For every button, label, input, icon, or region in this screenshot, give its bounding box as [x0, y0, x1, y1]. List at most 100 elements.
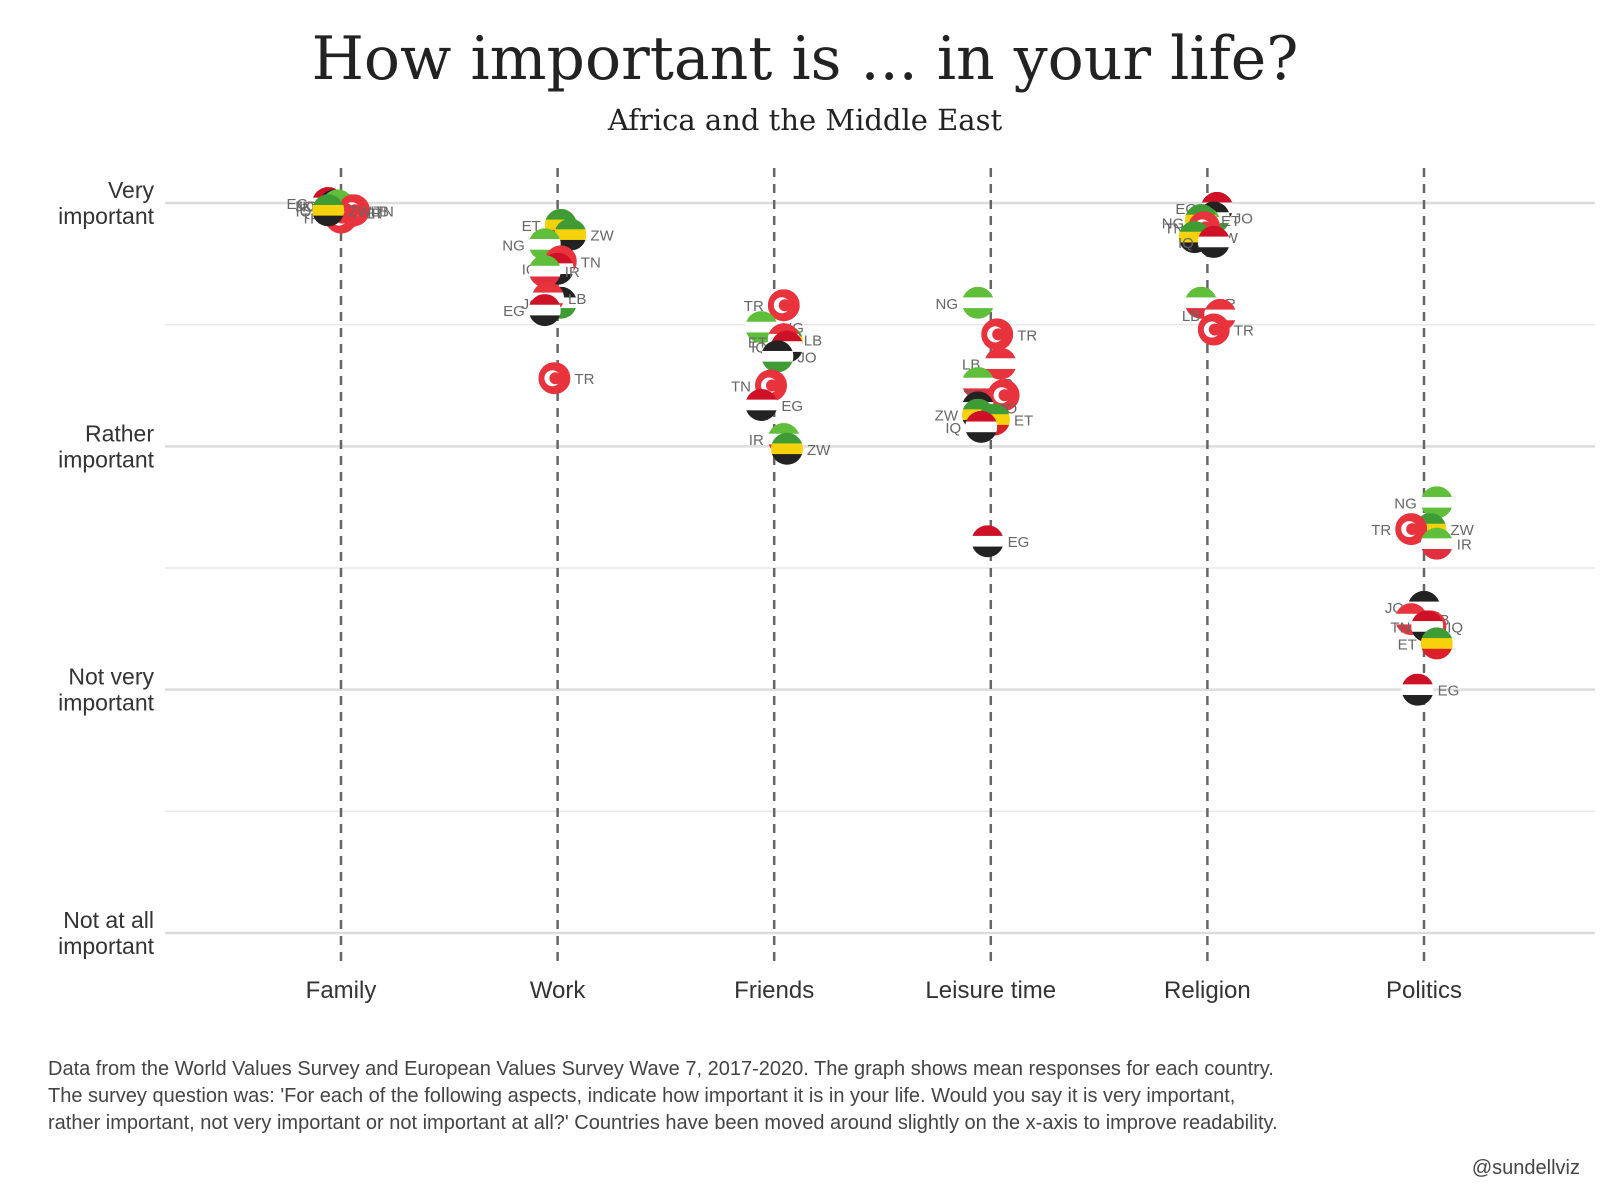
flag-band	[1197, 247, 1230, 258]
data-point: TR	[744, 289, 800, 322]
flag-band	[1204, 298, 1237, 311]
country-label: NG	[1162, 215, 1185, 232]
flag-band	[1185, 204, 1217, 216]
flag-band	[962, 377, 994, 389]
country-label: EG	[1008, 534, 1030, 551]
country-label: TR	[1234, 323, 1254, 340]
flag-band	[1178, 231, 1211, 243]
flag-crescent-cut	[766, 379, 778, 392]
flag-band	[1197, 225, 1230, 238]
flag-band	[554, 239, 587, 251]
flag-band	[745, 311, 778, 323]
flag-band	[767, 323, 800, 335]
data-point: ET	[1398, 627, 1453, 660]
country-label: EG	[503, 303, 525, 320]
flag-band	[771, 432, 803, 444]
country-label: ZW	[590, 228, 614, 245]
flag-band	[1197, 236, 1230, 248]
flag-band	[554, 229, 587, 241]
data-point: EG	[971, 525, 1030, 558]
flag-band	[987, 379, 1020, 391]
flag-band	[312, 215, 345, 227]
flag-band	[538, 383, 571, 395]
flag-band	[962, 308, 994, 319]
chart-subtitle: Africa and the Middle East	[607, 103, 1003, 137]
y-tick-label: Not very important	[58, 664, 154, 716]
country-label: TN	[731, 379, 751, 396]
flag-band	[312, 204, 345, 217]
country-label: LB	[804, 332, 822, 349]
country-label: IR	[367, 206, 382, 223]
country-label: ZW	[935, 408, 959, 425]
x-axis: Family Work Friends Leisure time Religion Pol…	[306, 977, 1462, 1004]
x-tick-label: Politics	[1386, 977, 1462, 1004]
country-label: JO	[295, 198, 314, 215]
grid-layer	[165, 201, 1595, 935]
caption-line: rather important, not very important or …	[48, 1112, 1278, 1134]
chart-caption: Data from the World Values Survey and Eu…	[48, 1056, 1528, 1137]
y-tick-label: Rather important	[58, 420, 154, 472]
flag-band	[1420, 638, 1453, 650]
flag-band	[745, 321, 778, 333]
flag-band	[745, 410, 778, 421]
flag-band	[528, 304, 561, 316]
flag-band	[1185, 308, 1217, 319]
data-point: TR	[538, 362, 595, 395]
country-label: IQ	[945, 420, 961, 437]
country-label: IR	[749, 432, 764, 449]
flag-band	[965, 410, 998, 423]
country-label: NG	[502, 237, 525, 254]
flag-band	[761, 350, 794, 363]
country-label: IQ	[296, 203, 312, 220]
flag-band	[1408, 601, 1440, 613]
flag-band	[1420, 486, 1453, 498]
data-point: IR	[1420, 527, 1472, 560]
data-point: IQ	[1178, 225, 1230, 258]
flag-crescent-cut	[992, 328, 1005, 341]
flag-band	[528, 265, 561, 277]
flag-band	[761, 361, 794, 373]
flag-band	[538, 362, 571, 374]
country-label: IR	[1457, 537, 1472, 554]
data-point: ZW	[771, 432, 831, 465]
y-axis: Very important Rather important Not very impo…	[58, 177, 154, 959]
country-label: ZW	[348, 203, 372, 220]
flag-band	[528, 294, 561, 306]
flag-band	[1197, 313, 1230, 325]
flag-band	[1420, 549, 1453, 560]
flag-band	[984, 347, 1017, 359]
flag-band	[984, 358, 1017, 370]
chart-plot: Very important Rather important Not very impo…	[58, 168, 1595, 1004]
flag-band	[771, 454, 803, 465]
flag-band	[962, 297, 994, 309]
flag-band	[528, 315, 561, 327]
data-point: EG	[745, 388, 803, 421]
flag-band	[554, 218, 587, 230]
flag-band	[544, 245, 577, 257]
country-label: JO	[1234, 211, 1253, 228]
x-tick-label: Work	[530, 977, 587, 1004]
flag-band	[1401, 673, 1434, 685]
country-label: EG	[287, 196, 309, 213]
country-label: ZW	[1450, 522, 1474, 539]
data-point: ZW	[554, 218, 615, 251]
country-label: NG	[936, 296, 959, 313]
y-tick-label: Very important	[58, 177, 154, 229]
flag-band	[1201, 191, 1233, 204]
flag-band	[1395, 613, 1428, 625]
country-label: ZW	[807, 442, 831, 459]
flag-band	[767, 423, 800, 435]
country-label: IQ	[1447, 619, 1463, 636]
country-label: TN	[374, 203, 394, 220]
flag-band	[1411, 621, 1444, 633]
flag-band	[1395, 603, 1428, 615]
flag-band	[1197, 201, 1230, 213]
data-point: IR	[528, 255, 580, 288]
flag-band	[1420, 648, 1453, 660]
flag-band	[962, 286, 994, 298]
flag-band	[971, 546, 1004, 558]
flag-band	[532, 281, 564, 294]
flag-band	[971, 535, 1004, 548]
country-label: IR	[565, 264, 580, 281]
country-label: LB	[568, 291, 586, 308]
